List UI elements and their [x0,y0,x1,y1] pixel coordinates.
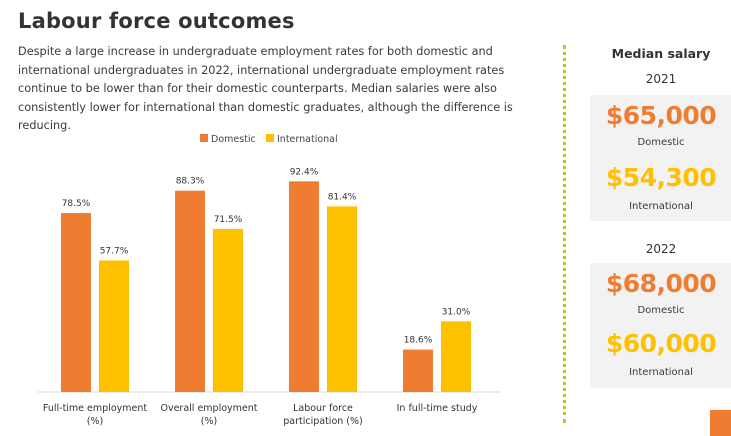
data-label-international-2: 81.4% [328,192,357,202]
salary-label-international-2022: International [629,367,693,378]
data-label-domestic-1: 88.3% [176,177,205,187]
bar-international-1 [213,228,243,392]
year-label-2021: 2021 [645,72,677,86]
salary-label-domestic-2021: Domestic [637,137,685,148]
data-label-domestic-3: 18.6% [404,336,433,346]
bar-international-3 [441,321,471,392]
category-label-2-1: participation (%) [283,416,363,427]
bar-domestic-2 [289,181,319,392]
category-label-1-0: Overall employment [160,403,257,414]
legend-label-international: International [277,134,338,145]
salary-box-2021: $65,000 Domestic $54,300 International [590,95,731,221]
employment-bar-chart: Domestic International 78.5% 57.7% Full-time… [38,134,500,427]
data-label-domestic-2: 92.4% [290,167,319,177]
legend-swatch-domestic [200,134,208,142]
legend-swatch-international [266,134,274,142]
salary-label-international-2021: International [629,201,693,212]
bar-domestic-1 [175,190,205,392]
category-label-1-1: (%) [201,416,217,427]
data-label-domestic-0: 78.5% [62,199,91,209]
bar-domestic-0 [61,213,91,392]
salary-amount-international-2022: $60,000 [605,329,717,358]
dotted-divider [563,45,566,423]
page-title: Labour force outcomes [18,9,295,33]
category-label-3-0: In full-time study [397,403,478,414]
salary-panel-title: Median salary [611,46,711,61]
bar-international-2 [327,206,357,392]
data-label-international-1: 71.5% [214,215,243,225]
data-label-international-0: 57.7% [100,246,129,256]
salary-label-domestic-2022: Domestic [637,305,685,316]
category-label-2-0: Labour force [293,403,353,414]
legend-label-domestic: Domestic [211,134,256,145]
salary-amount-domestic-2021: $65,000 [605,101,717,130]
year-label-2022: 2022 [645,242,677,256]
category-label-0-1: (%) [87,416,103,427]
decorative-corner-square [710,410,731,436]
intro-paragraph: Despite a large increase in undergraduat… [18,45,513,133]
salary-amount-international-2021: $54,300 [605,163,717,192]
data-label-international-3: 31.0% [442,307,471,317]
category-label-0-0: Full-time employment [43,403,147,414]
bar-international-0 [99,260,129,392]
bar-domestic-3 [403,349,433,392]
salary-box-2022: $68,000 Domestic $60,000 International [590,263,731,388]
salary-amount-domestic-2022: $68,000 [605,269,717,298]
